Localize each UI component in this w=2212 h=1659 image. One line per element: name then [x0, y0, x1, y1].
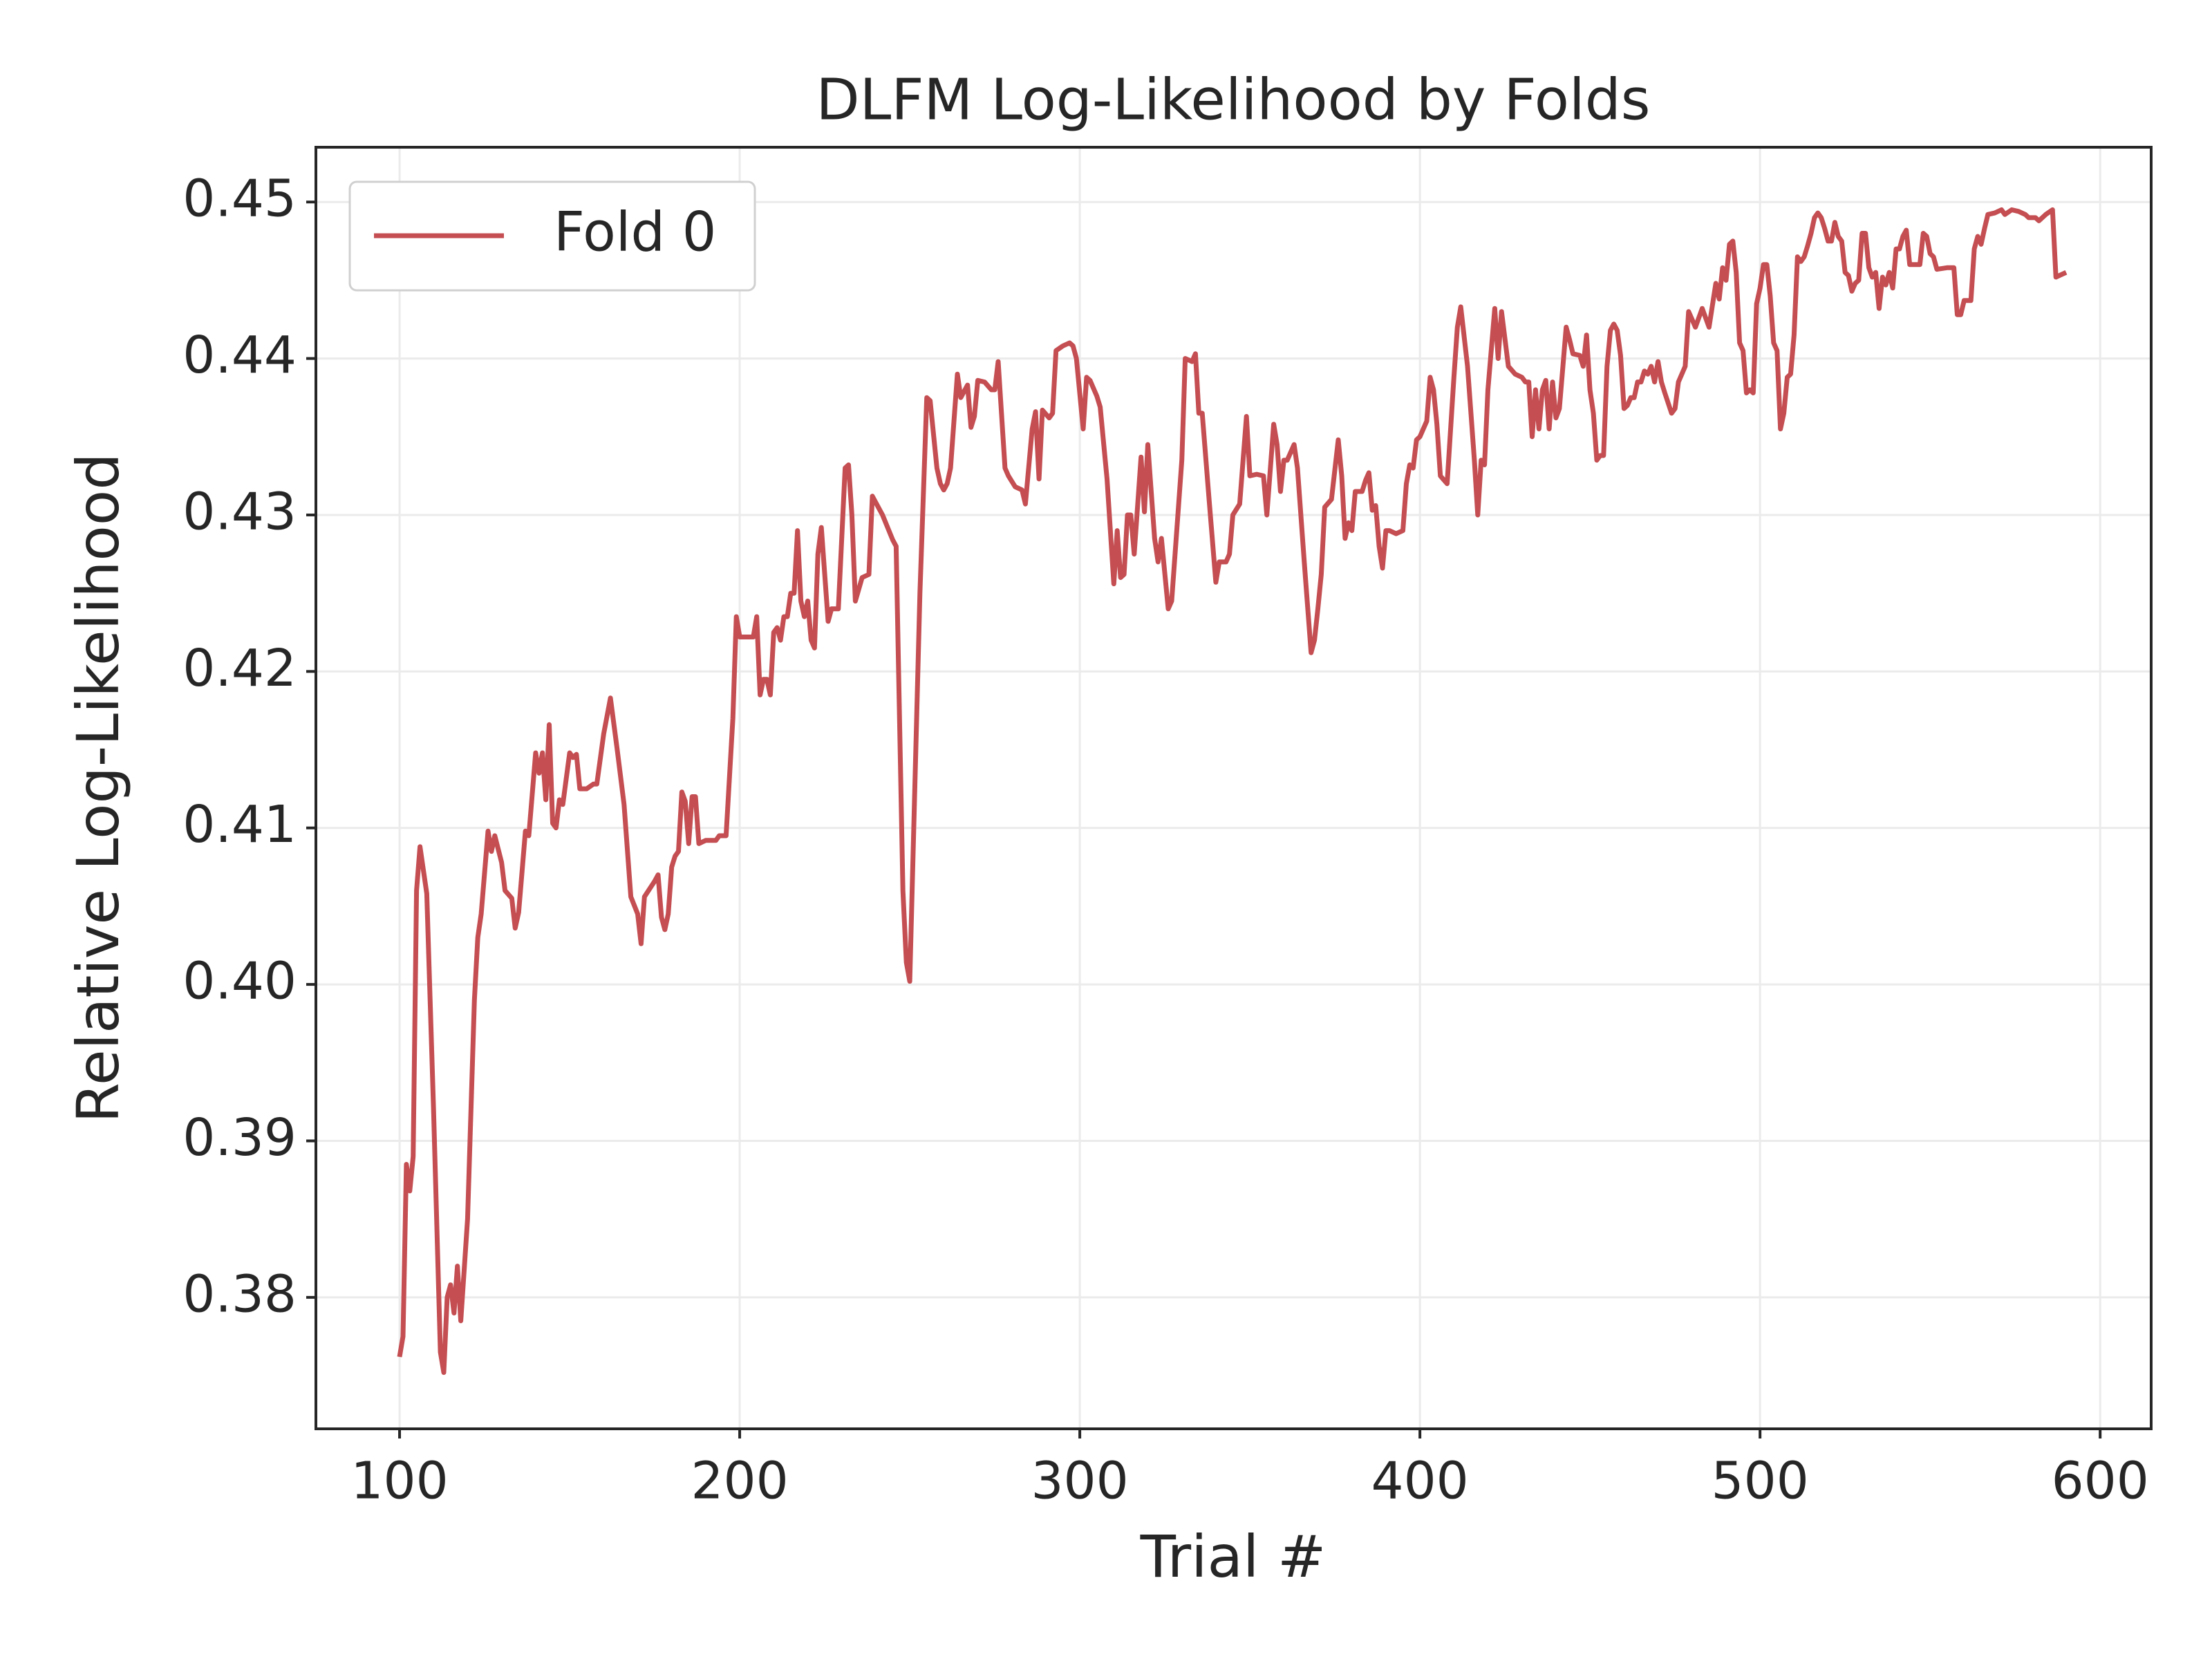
x-tick-label: 200 [691, 1452, 788, 1511]
data-line [397, 207, 2068, 1375]
y-tick-label: 0.38 [182, 1264, 297, 1324]
y-tick-label: 0.40 [182, 952, 297, 1011]
plot-frame [315, 146, 2153, 1430]
y-tick-label: 0.39 [182, 1108, 297, 1168]
y-tick-label: 0.45 [182, 169, 297, 229]
x-tick-label: 600 [2052, 1452, 2149, 1511]
legend-box [348, 180, 756, 292]
x-tick-label: 300 [1031, 1452, 1128, 1511]
chart-title: DLFM Log-Likelihood by Folds [816, 67, 1651, 133]
x-axis-label: Trial # [1140, 1523, 1327, 1591]
y-tick-label: 0.41 [182, 795, 297, 854]
x-tick-label: 500 [1712, 1452, 1809, 1511]
y-tick-label: 0.44 [182, 326, 297, 385]
y-axis-label: Relative Log-Likelihood [64, 453, 132, 1123]
legend-label: Fold 0 [554, 201, 716, 263]
y-tick-label: 0.43 [182, 482, 297, 541]
x-tick-label: 400 [1371, 1452, 1469, 1511]
x-tick-label: 100 [350, 1452, 448, 1511]
y-tick-label: 0.42 [182, 639, 297, 698]
